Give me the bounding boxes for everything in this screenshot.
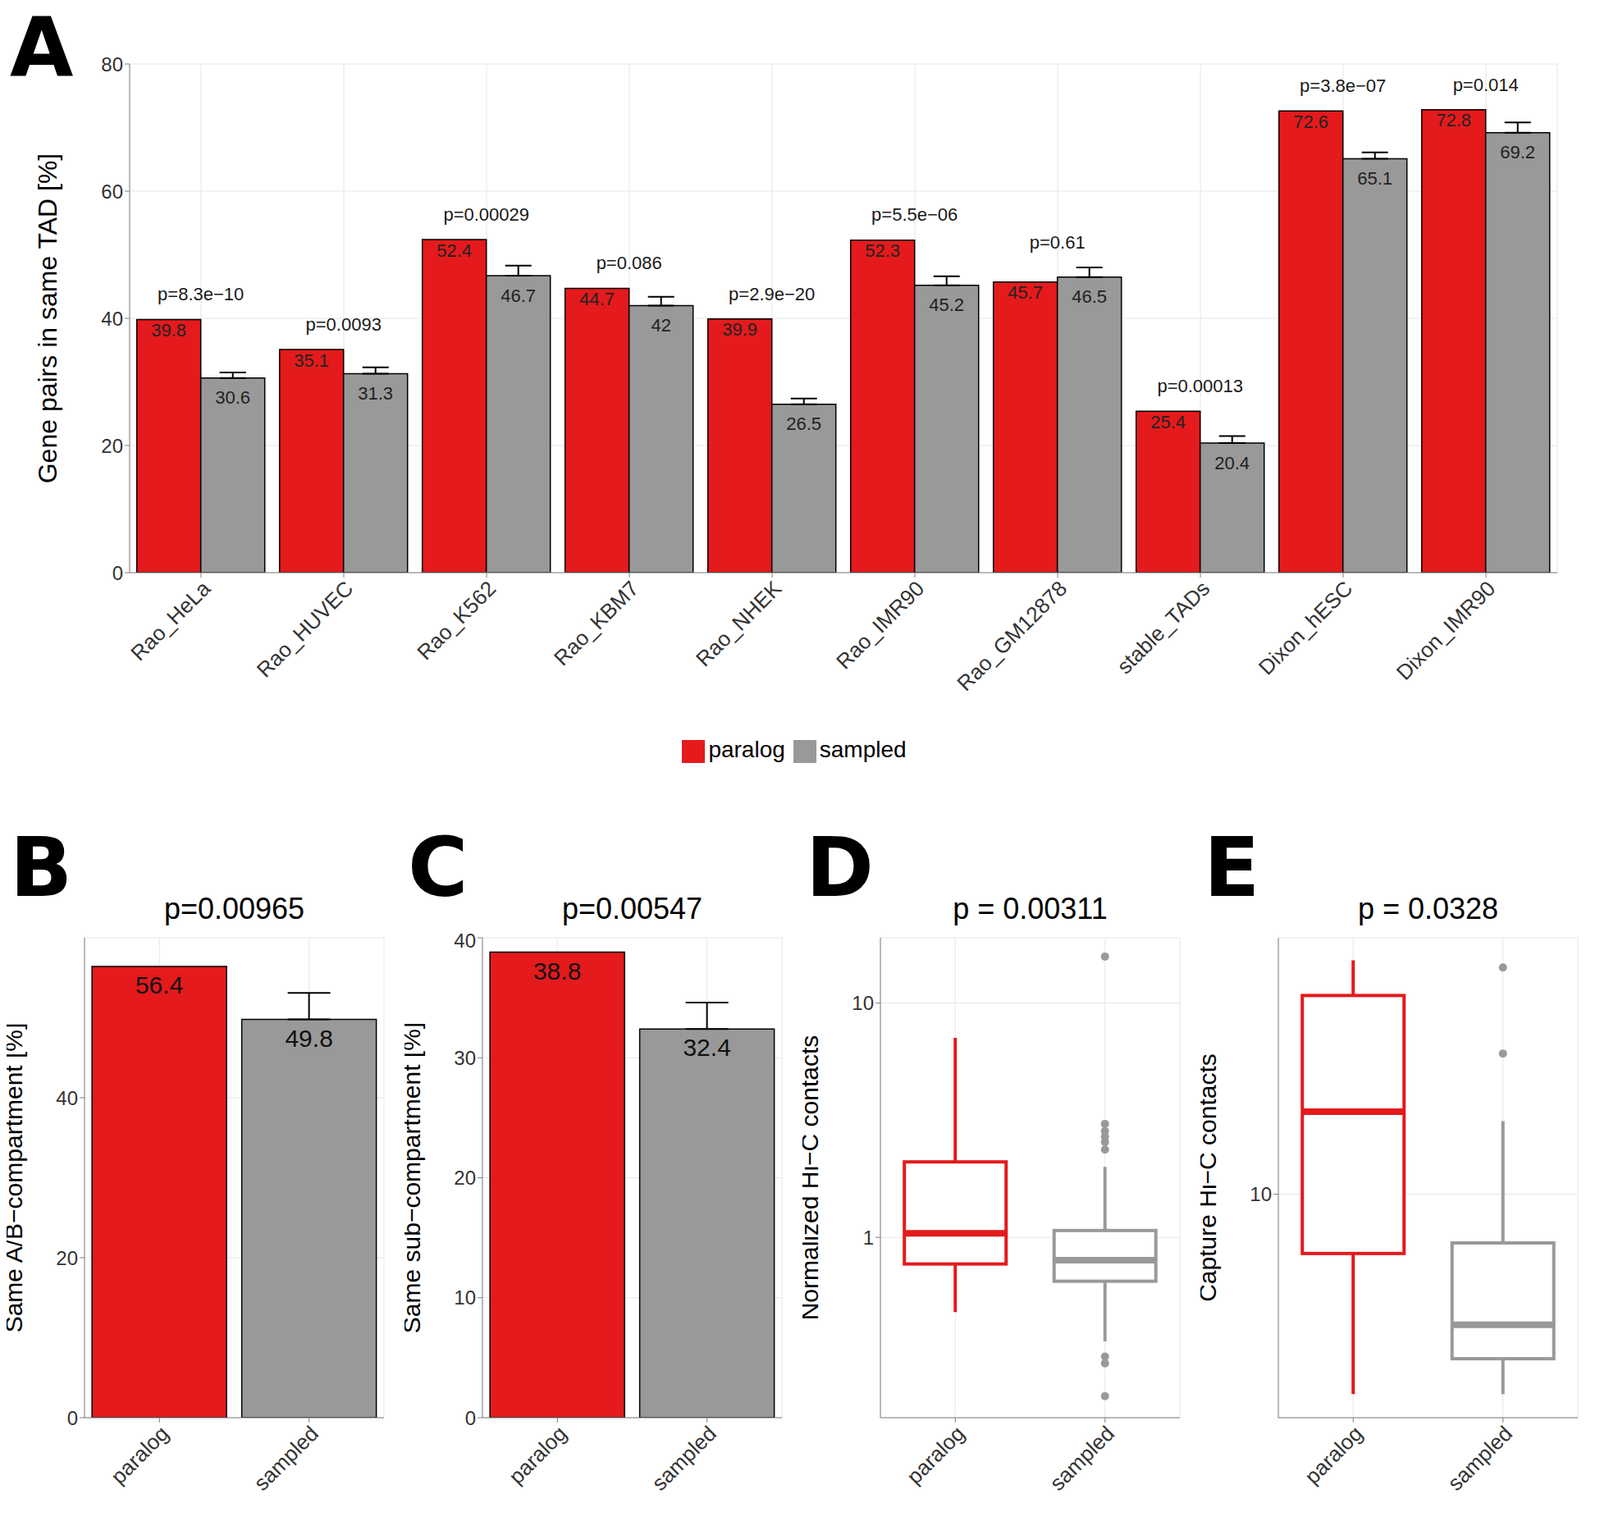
- svg-text:Dixon_hESC: Dixon_hESC: [1253, 576, 1358, 680]
- svg-text:45.7: 45.7: [1007, 282, 1043, 303]
- svg-text:paralog: paralog: [105, 1421, 174, 1490]
- svg-text:1: 1: [863, 1226, 874, 1249]
- svg-text:20: 20: [100, 434, 124, 458]
- svg-text:10: 10: [851, 992, 874, 1015]
- svg-text:69.2: 69.2: [1499, 141, 1536, 163]
- svg-text:0: 0: [67, 1407, 78, 1430]
- svg-text:56.4: 56.4: [135, 971, 183, 999]
- svg-text:80: 80: [100, 53, 124, 76]
- html-text:B: B: [9, 819, 73, 916]
- html-text:p = 0.00311: p = 0.00311: [952, 891, 1108, 926]
- svg-text:45.2: 45.2: [928, 294, 965, 316]
- svg-text:p=0.086: p=0.086: [596, 252, 663, 274]
- svg-text:10: 10: [453, 1286, 476, 1309]
- html-text:C: C: [407, 819, 469, 916]
- svg-text:35.1: 35.1: [293, 350, 330, 371]
- svg-text:p=0.00013: p=0.00013: [1156, 375, 1244, 397]
- svg-text:32.4: 32.4: [682, 1033, 731, 1061]
- html-text:D: D: [805, 819, 874, 916]
- svg-text:20.4: 20.4: [1214, 452, 1250, 474]
- svg-text:20: 20: [55, 1247, 78, 1270]
- svg-text:25.4: 25.4: [1150, 411, 1186, 433]
- svg-text:52.4: 52.4: [436, 240, 472, 261]
- svg-text:p=2.9e−20: p=2.9e−20: [728, 283, 815, 305]
- svg-text:Capture Hi−C contacts: Capture Hi−C contacts: [1200, 1053, 1221, 1303]
- html-text:p=0.00547: p=0.00547: [561, 891, 703, 926]
- svg-text:60: 60: [100, 180, 124, 203]
- html-text:E: E: [1203, 819, 1260, 916]
- svg-text:p=0.0093: p=0.0093: [306, 314, 382, 335]
- svg-text:sampled: sampled: [1442, 1421, 1518, 1496]
- html-text:sampled: sampled: [819, 736, 907, 763]
- svg-text:49.8: 49.8: [284, 1024, 333, 1052]
- svg-text:p=3.8e−07: p=3.8e−07: [1299, 75, 1386, 96]
- svg-text:30.6: 30.6: [214, 387, 251, 408]
- svg-text:p=8.3e−10: p=8.3e−10: [157, 283, 244, 305]
- svg-text:46.5: 46.5: [1071, 286, 1107, 307]
- svg-text:Rao_HUVEC: Rao_HUVEC: [251, 576, 359, 683]
- svg-text:52.3: 52.3: [864, 240, 901, 261]
- html-text:p = 0.0328: p = 0.0328: [1357, 891, 1499, 926]
- svg-text:40: 40: [453, 929, 476, 952]
- svg-text:40: 40: [100, 307, 124, 330]
- svg-text:Rao_HeLa: Rao_HeLa: [125, 576, 215, 666]
- svg-text:40: 40: [55, 1087, 78, 1110]
- svg-text:31.3: 31.3: [357, 383, 394, 404]
- svg-text:Rao_NHEK: Rao_NHEK: [690, 576, 787, 672]
- svg-text:Same sub−compartment [%]: Same sub−compartment [%]: [404, 1022, 426, 1334]
- svg-text:72.8: 72.8: [1435, 109, 1472, 131]
- svg-text:39.9: 39.9: [722, 319, 758, 340]
- svg-text:20: 20: [453, 1166, 476, 1189]
- svg-text:0: 0: [112, 562, 124, 585]
- svg-text:44.7: 44.7: [579, 288, 615, 310]
- svg-text:p=5.5e−06: p=5.5e−06: [871, 204, 958, 225]
- svg-text:sampled: sampled: [1044, 1421, 1120, 1496]
- svg-text:0: 0: [465, 1407, 476, 1430]
- svg-text:paralog: paralog: [1299, 1421, 1368, 1490]
- svg-text:Same A/B−compartment [%]: Same A/B−compartment [%]: [6, 1023, 28, 1334]
- svg-text:42: 42: [650, 315, 671, 336]
- svg-text:Rao_IMR90: Rao_IMR90: [831, 576, 929, 674]
- svg-text:Dixon_IMR90: Dixon_IMR90: [1391, 576, 1501, 686]
- svg-text:p=0.00029: p=0.00029: [443, 204, 530, 225]
- svg-text:65.1: 65.1: [1357, 168, 1393, 189]
- svg-text:stable_TADs: stable_TADs: [1111, 576, 1215, 679]
- svg-text:paralog: paralog: [503, 1421, 572, 1490]
- svg-text:30: 30: [453, 1046, 476, 1070]
- svg-text:39.8: 39.8: [150, 320, 187, 341]
- svg-text:sampled: sampled: [646, 1421, 722, 1496]
- svg-text:paralog: paralog: [901, 1421, 970, 1490]
- svg-text:46.7: 46.7: [500, 285, 536, 307]
- svg-text:p=0.61: p=0.61: [1029, 232, 1086, 253]
- html-text:p=0.00965: p=0.00965: [164, 891, 305, 926]
- svg-text:Gene pairs in same TAD [%]: Gene pairs in same TAD [%]: [32, 153, 63, 485]
- svg-text:10: 10: [1249, 1183, 1272, 1206]
- svg-text:38.8: 38.8: [533, 957, 581, 985]
- svg-text:sampled: sampled: [248, 1421, 324, 1496]
- svg-text:Rao_KBM7: Rao_KBM7: [548, 576, 644, 671]
- svg-text:p=0.014: p=0.014: [1453, 74, 1519, 96]
- svg-text:26.5: 26.5: [786, 413, 822, 435]
- html-text:paralog: paralog: [708, 736, 786, 763]
- svg-text:Rao_GM12878: Rao_GM12878: [951, 576, 1072, 696]
- svg-text:Normalized Hi−C contacts: Normalized Hi−C contacts: [802, 1035, 823, 1322]
- svg-text:72.6: 72.6: [1293, 111, 1329, 133]
- svg-text:Rao_K562: Rao_K562: [411, 576, 501, 665]
